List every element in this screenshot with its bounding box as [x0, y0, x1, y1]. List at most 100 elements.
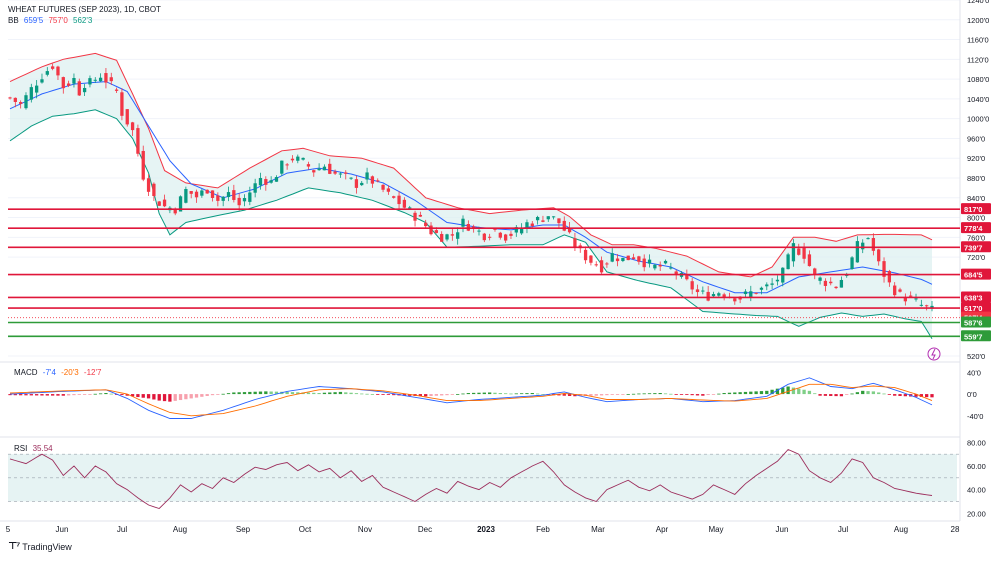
candle-body [749, 291, 753, 298]
macd-histogram-bar [82, 394, 87, 395]
candle-body [567, 227, 572, 233]
macd-histogram-bar [88, 394, 92, 395]
candle-body [525, 222, 529, 228]
candle-body [791, 243, 796, 262]
macd-histogram-bar [194, 394, 199, 398]
macd-histogram-bar [146, 394, 151, 399]
macd-histogram-bar [781, 387, 785, 395]
candle-body [205, 189, 209, 194]
macd-histogram-bar [690, 394, 694, 396]
candle-body [786, 254, 790, 270]
candle-body [754, 292, 758, 294]
candle-body [711, 294, 716, 297]
price-tick-label: 840'0 [967, 194, 985, 203]
macd-histogram-bar [168, 394, 172, 402]
rsi-tick-label: 20.00 [967, 509, 986, 518]
macd-histogram-bar [626, 394, 630, 395]
price-tick-label: 1040'0 [967, 95, 989, 104]
macd-histogram-bar [434, 394, 439, 396]
macd-histogram-bar [615, 394, 620, 395]
candle-body [157, 201, 161, 206]
macd-histogram-bar [861, 390, 865, 395]
candle-body [663, 260, 668, 264]
macd-histogram-bar [72, 394, 76, 396]
macd-histogram-bar [605, 394, 609, 396]
macd-histogram-bar [440, 394, 444, 396]
macd-histogram-bar [930, 394, 934, 398]
chart-title: WHEAT FUTURES (SEP 2023), 1D, CBOT [8, 5, 161, 14]
candle-body [759, 287, 764, 290]
time-tick-label: Jun [776, 525, 789, 534]
candle-body [413, 212, 417, 221]
macd-histogram-bar [493, 392, 497, 395]
macd-legend: MACD -7'4 -20'3 -12'7 [14, 368, 104, 377]
candle-body [381, 184, 385, 190]
macd-histogram-bar [535, 393, 540, 395]
candle-body [13, 97, 17, 102]
macd-histogram-bar [813, 393, 817, 395]
macd-histogram-bar [322, 392, 327, 395]
macd-histogram-bar [786, 386, 790, 395]
level-price-label: 778'4 [964, 224, 983, 233]
price-tick-label: 1080'0 [967, 75, 989, 84]
chart-title-legend: WHEAT FUTURES (SEP 2023), 1D, CBOT [8, 5, 164, 14]
candle-body [146, 178, 151, 192]
macd-histogram-bar [40, 394, 44, 396]
candle-body [354, 179, 359, 188]
macd-histogram-bar [296, 392, 300, 395]
level-price-tag [961, 316, 991, 328]
candle-body [834, 286, 838, 289]
candle-body [877, 249, 881, 262]
macd-histogram-bar [765, 390, 769, 395]
macd-histogram-bar [50, 394, 55, 396]
macd-histogram-bar [498, 393, 502, 395]
candle-body [642, 258, 646, 268]
macd-histogram-bar [679, 394, 684, 395]
candle-body [685, 274, 689, 280]
macd-histogram-bar [802, 389, 806, 395]
candle-body [269, 180, 273, 183]
macd-histogram-bar [445, 394, 449, 396]
macd-histogram-bar [152, 394, 156, 400]
macd-histogram-bar [237, 392, 241, 395]
candle-body [866, 238, 870, 240]
macd-histogram-bar [509, 393, 513, 395]
candle-body [690, 281, 694, 290]
candle-body [237, 197, 241, 206]
macd-histogram-bar [328, 392, 332, 395]
level-price-tag [961, 330, 991, 342]
candle-body [349, 177, 353, 179]
candle-body [232, 190, 236, 200]
price-tick-label: 720'0 [967, 253, 985, 262]
macd-histogram-bar [210, 394, 215, 396]
candle-body [285, 164, 289, 166]
candle-body [93, 79, 97, 81]
tradingview-branding[interactable]: ⊤⁷ TradingView [8, 541, 72, 552]
macd-tick-label: 0'0 [967, 390, 977, 399]
macd-histogram-bar [338, 391, 343, 395]
candle-body [264, 179, 268, 185]
level-price-label: 559'7 [964, 332, 982, 341]
candle-body [530, 223, 534, 227]
candle-body [845, 274, 849, 276]
candle-body [914, 298, 918, 300]
level-price-tag [961, 291, 991, 303]
macd-histogram-bar [333, 392, 337, 395]
macd-histogram-bar [743, 391, 748, 395]
time-tick-label: 2023 [477, 525, 495, 534]
macd-histogram-bar [392, 394, 396, 396]
macd-histogram-bar [120, 394, 124, 396]
macd-histogram-bar [173, 394, 177, 401]
candle-body [871, 238, 876, 251]
macd-histogram-bar [919, 394, 923, 397]
macd-histogram-bar [877, 392, 881, 395]
macd-histogram-bar [312, 392, 316, 395]
candle-body [669, 267, 673, 269]
candle-body [887, 271, 892, 283]
price-tick-label: 760'0 [967, 233, 985, 242]
candle-body [248, 192, 252, 202]
candle-body [583, 249, 588, 261]
candle-body [466, 224, 470, 231]
